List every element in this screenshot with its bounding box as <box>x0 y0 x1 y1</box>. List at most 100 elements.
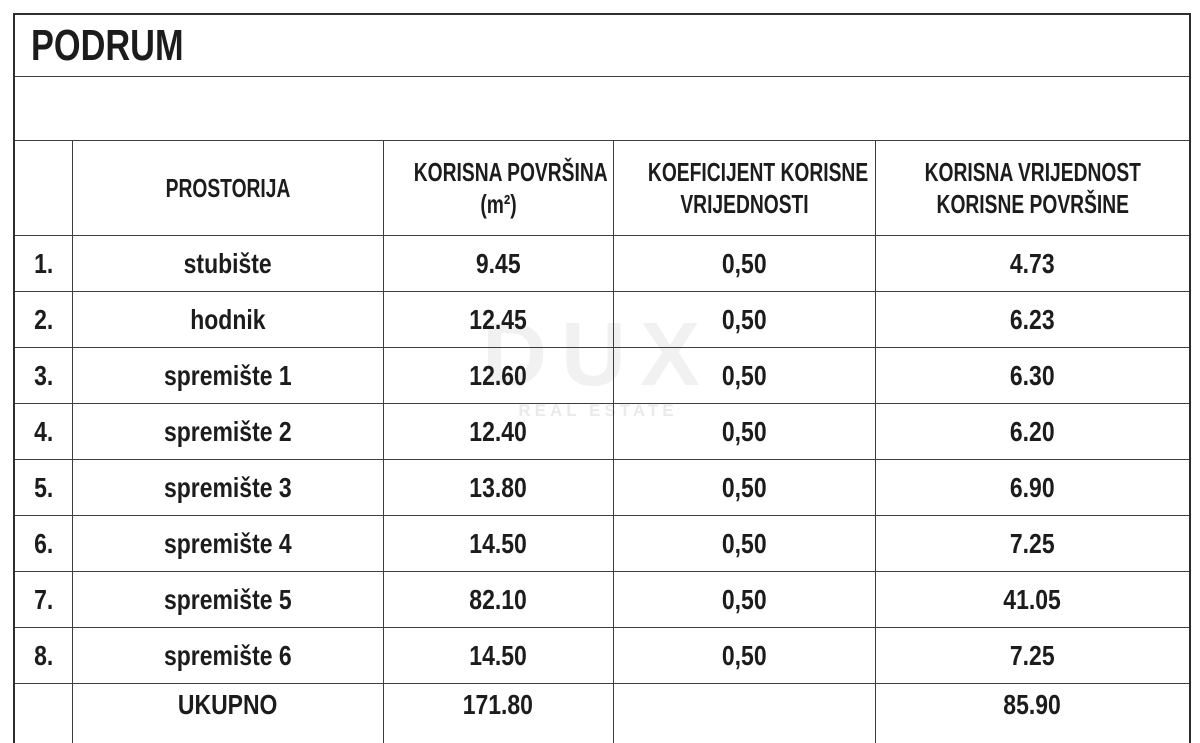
coefficient-value: 0,50 <box>721 359 767 391</box>
row-number: 1. <box>33 247 53 279</box>
area-cell: 82.10 <box>382 571 614 628</box>
col-header-coefficient-line1: KOEFICIJENT KORISNE <box>647 157 868 187</box>
col-header-value-line2: KORISNE POVRŠINE <box>936 189 1129 219</box>
page-title: PODRUM <box>31 20 184 70</box>
usable-value: 7.25 <box>1009 639 1055 671</box>
room-cell: hodnik <box>71 291 384 348</box>
row-number-cell: 3. <box>13 347 73 404</box>
room-cell: spremište 6 <box>71 627 384 684</box>
value-cell: 6.23 <box>874 291 1191 348</box>
row-number: 4. <box>33 415 53 447</box>
total-area-value: 171.80 <box>462 689 534 720</box>
row-number: 7. <box>33 583 53 615</box>
room-cell: stubište <box>71 235 384 292</box>
col-header-coefficient: KOEFICIJENT KORISNE VRIJEDNOSTI <box>612 140 876 236</box>
value-cell: 7.25 <box>874 515 1191 572</box>
spacer-row <box>13 76 1191 141</box>
coefficient-value: 0,50 <box>721 415 767 447</box>
row-number-cell: 8. <box>13 627 73 684</box>
total-row: UKUPNO 171.80 85.90 <box>13 683 1191 743</box>
total-coefficient-cell <box>612 683 876 743</box>
area-value: 12.45 <box>469 303 527 335</box>
coefficient-cell: 0,50 <box>612 235 876 292</box>
coefficient-cell: 0,50 <box>612 347 876 404</box>
coefficient-value: 0,50 <box>721 303 767 335</box>
room-cell: spremište 2 <box>71 403 384 460</box>
col-header-area-line1: KORISNA POVRŠINA <box>413 157 608 187</box>
row-number-cell: 6. <box>13 515 73 572</box>
room-name: spremište 3 <box>163 471 292 503</box>
total-usable-value: 85.90 <box>1003 689 1062 720</box>
room-name: spremište 2 <box>163 415 292 447</box>
row-number-cell: 7. <box>13 571 73 628</box>
coefficient-value: 0,50 <box>721 471 767 503</box>
row-number-cell: 4. <box>13 403 73 460</box>
coefficient-value: 0,50 <box>721 527 767 559</box>
row-number: 2. <box>33 303 53 335</box>
col-header-number <box>13 140 73 236</box>
coefficient-cell: 0,50 <box>612 459 876 516</box>
table-header-row: PROSTORIJA KORISNA POVRŠINA (m²) KOEFICI… <box>13 140 1191 236</box>
value-cell: 6.90 <box>874 459 1191 516</box>
col-header-coefficient-line2: VRIJEDNOSTI <box>679 189 809 219</box>
usable-value: 6.30 <box>1009 359 1055 391</box>
total-label: UKUPNO <box>177 689 278 720</box>
coefficient-value: 0,50 <box>721 639 767 671</box>
col-header-room-line1: PROSTORIJA <box>165 173 290 203</box>
row-number-cell: 2. <box>13 291 73 348</box>
area-cell: 12.45 <box>382 291 614 348</box>
value-cell: 7.25 <box>874 627 1191 684</box>
area-value: 9.45 <box>475 247 521 279</box>
coefficient-cell: 0,50 <box>612 515 876 572</box>
spacer-cell <box>13 76 1191 141</box>
row-number-cell: 1. <box>13 235 73 292</box>
table-row: 4. spremište 2 12.40 0,50 6.20 <box>13 403 1191 460</box>
coefficient-cell: 0,50 <box>612 403 876 460</box>
col-header-room: PROSTORIJA <box>71 140 384 236</box>
value-cell: 41.05 <box>874 571 1191 628</box>
area-value: 14.50 <box>469 527 527 559</box>
room-name: hodnik <box>189 303 266 335</box>
area-calculation-table: PODRUM PROSTORIJA KORISNA POVRŠINA (m²) … <box>13 13 1192 743</box>
area-cell: 12.60 <box>382 347 614 404</box>
row-number: 5. <box>33 471 53 503</box>
area-value: 82.10 <box>469 583 527 615</box>
room-name: stubište <box>183 247 272 279</box>
table-row: 2. hodnik 12.45 0,50 6.23 <box>13 291 1191 348</box>
area-value: 12.40 <box>469 415 527 447</box>
table-row: 8. spremište 6 14.50 0,50 7.25 <box>13 627 1191 684</box>
usable-value: 6.90 <box>1009 471 1055 503</box>
row-number: 3. <box>33 359 53 391</box>
total-label-cell: UKUPNO <box>71 683 384 743</box>
area-cell: 14.50 <box>382 515 614 572</box>
value-cell: 6.20 <box>874 403 1191 460</box>
area-cell: 12.40 <box>382 403 614 460</box>
table-title-cell: PODRUM <box>13 13 1191 77</box>
table-row: 1. stubište 9.45 0,50 4.73 <box>13 235 1191 292</box>
value-cell: 4.73 <box>874 235 1191 292</box>
area-value: 14.50 <box>469 639 527 671</box>
coefficient-cell: 0,50 <box>612 627 876 684</box>
coefficient-value: 0,50 <box>721 247 767 279</box>
usable-value: 7.25 <box>1009 527 1055 559</box>
total-number-cell <box>13 683 73 743</box>
room-cell: spremište 1 <box>71 347 384 404</box>
table-title-row: PODRUM <box>13 13 1191 77</box>
room-cell: spremište 4 <box>71 515 384 572</box>
col-header-value-line1: KORISNA VRIJEDNOST <box>924 157 1141 187</box>
table-row: 3. spremište 1 12.60 0,50 6.30 <box>13 347 1191 404</box>
coefficient-cell: 0,50 <box>612 291 876 348</box>
row-number: 6. <box>33 527 53 559</box>
col-header-value: KORISNA VRIJEDNOST KORISNE POVRŠINE <box>874 140 1191 236</box>
row-number: 8. <box>33 639 53 671</box>
room-name: spremište 6 <box>163 639 292 671</box>
col-header-area: KORISNA POVRŠINA (m²) <box>382 140 614 236</box>
coefficient-cell: 0,50 <box>612 571 876 628</box>
room-cell: spremište 5 <box>71 571 384 628</box>
value-cell: 6.30 <box>874 347 1191 404</box>
area-value: 12.60 <box>469 359 527 391</box>
total-value-cell: 85.90 <box>874 683 1191 743</box>
usable-value: 6.20 <box>1009 415 1055 447</box>
room-name: spremište 5 <box>163 583 292 615</box>
